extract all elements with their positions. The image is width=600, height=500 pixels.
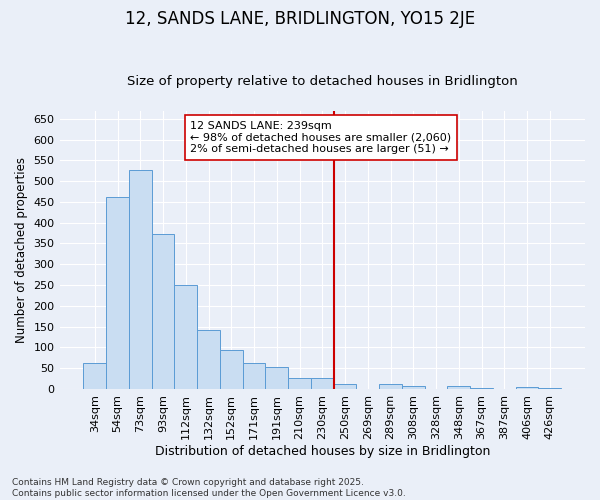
Bar: [402, 386, 425, 389]
Bar: [197, 330, 220, 389]
Bar: [515, 387, 538, 389]
Text: 12, SANDS LANE, BRIDLINGTON, YO15 2JE: 12, SANDS LANE, BRIDLINGTON, YO15 2JE: [125, 10, 475, 28]
Bar: [288, 378, 311, 389]
Bar: [448, 386, 470, 389]
Y-axis label: Number of detached properties: Number of detached properties: [15, 156, 28, 342]
Bar: [242, 363, 265, 389]
Bar: [311, 378, 334, 389]
Text: Contains HM Land Registry data © Crown copyright and database right 2025.
Contai: Contains HM Land Registry data © Crown c…: [12, 478, 406, 498]
Bar: [175, 286, 197, 389]
Bar: [538, 388, 561, 389]
Bar: [334, 384, 356, 389]
Bar: [379, 384, 402, 389]
Bar: [129, 170, 152, 389]
Bar: [152, 234, 175, 389]
Title: Size of property relative to detached houses in Bridlington: Size of property relative to detached ho…: [127, 76, 518, 88]
Bar: [220, 350, 242, 389]
Text: 12 SANDS LANE: 239sqm
← 98% of detached houses are smaller (2,060)
2% of semi-de: 12 SANDS LANE: 239sqm ← 98% of detached …: [190, 121, 451, 154]
Bar: [83, 363, 106, 389]
Bar: [265, 366, 288, 389]
Bar: [470, 388, 493, 389]
X-axis label: Distribution of detached houses by size in Bridlington: Distribution of detached houses by size …: [155, 444, 490, 458]
Bar: [106, 197, 129, 389]
